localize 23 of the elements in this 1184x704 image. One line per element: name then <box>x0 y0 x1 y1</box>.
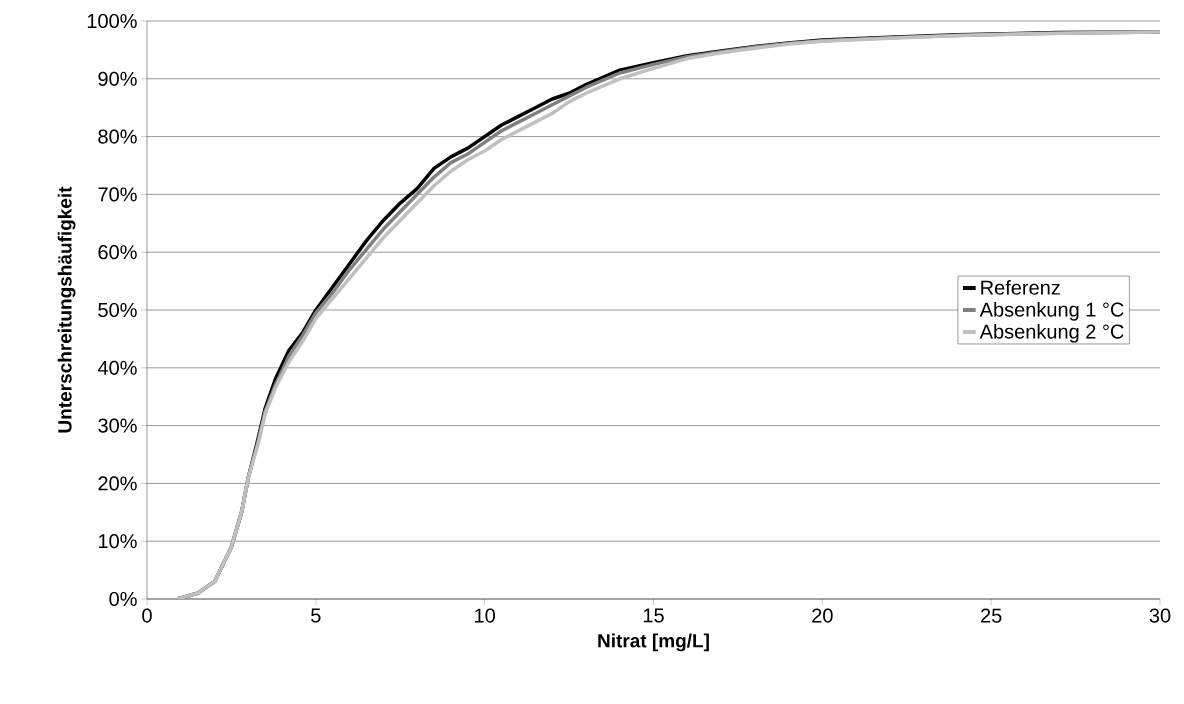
y-tick-label: 50% <box>98 302 137 318</box>
legend-label: Absenkung 2 °C <box>979 323 1124 343</box>
x-tick-label: 20 <box>812 608 833 623</box>
x-tick-label: 5 <box>311 608 321 623</box>
y-tick-label: 30% <box>98 418 137 433</box>
y-tick-label: 60% <box>98 245 137 260</box>
y-tick-label: 40% <box>97 360 137 375</box>
legend-label: Referenz <box>981 280 1060 295</box>
x-tick-label: 15 <box>643 608 664 623</box>
y-tick-label: 90% <box>98 71 137 86</box>
x-tick-label: 10 <box>475 608 496 623</box>
y-tick-label: 10% <box>98 534 137 549</box>
legend-label: Absenkung 1 °C <box>979 301 1124 321</box>
x-axis-title: Nitrat [mg/L] <box>598 633 709 652</box>
x-tick-label: 25 <box>981 608 1002 623</box>
x-tick-label: 0 <box>142 608 152 623</box>
x-tick-label: 30 <box>1149 608 1171 623</box>
y-axis-title: Unterschreitungshäufigkeit <box>57 186 76 433</box>
y-tick-label: 80% <box>98 129 137 144</box>
y-tick-label: 20% <box>98 476 137 491</box>
y-tick-label: 100% <box>87 13 137 29</box>
y-tick-label: 70% <box>98 187 137 202</box>
y-tick-label: 0% <box>109 591 137 607</box>
